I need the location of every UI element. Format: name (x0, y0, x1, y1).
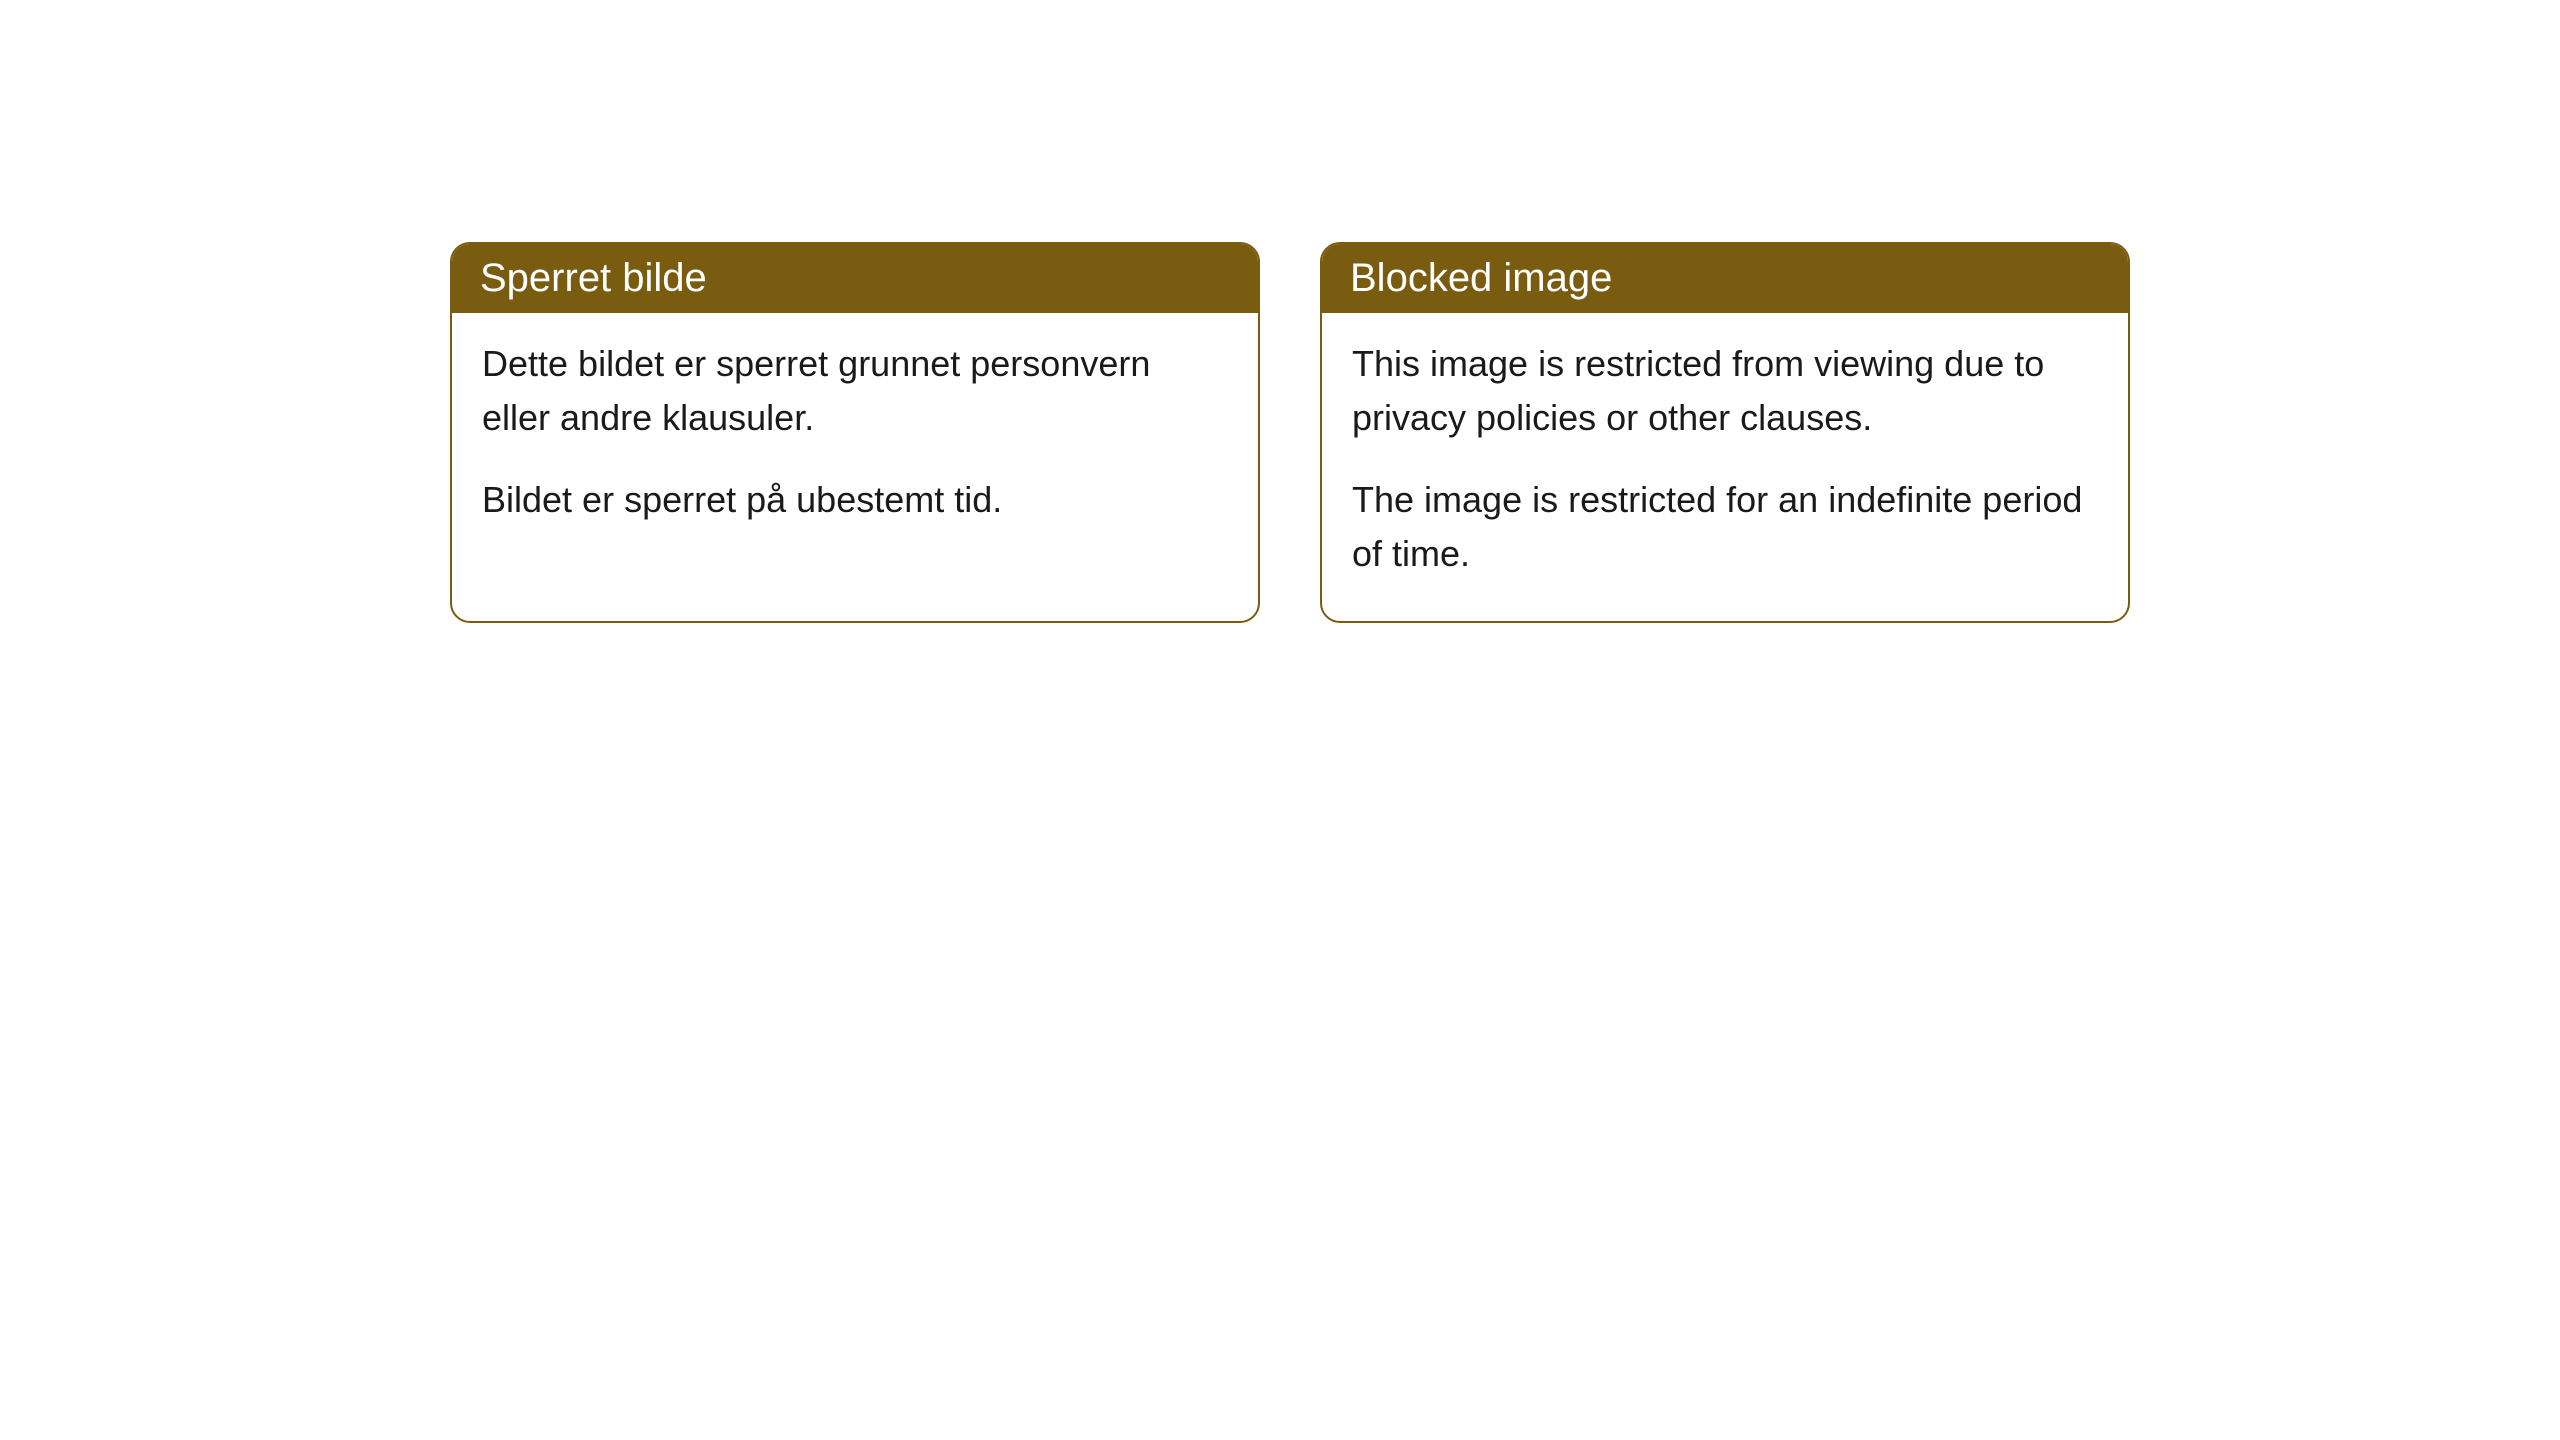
card-text-norwegian-1: Dette bildet er sperret grunnet personve… (482, 337, 1228, 445)
card-body-norwegian: Dette bildet er sperret grunnet personve… (452, 313, 1258, 567)
card-header-norwegian: Sperret bilde (452, 244, 1258, 313)
card-text-norwegian-2: Bildet er sperret på ubestemt tid. (482, 473, 1228, 527)
blocked-image-card-norwegian: Sperret bilde Dette bildet er sperret gr… (450, 242, 1260, 623)
card-title-english: Blocked image (1350, 256, 1612, 300)
card-header-english: Blocked image (1322, 244, 2128, 313)
card-title-norwegian: Sperret bilde (480, 256, 707, 300)
blocked-image-card-english: Blocked image This image is restricted f… (1320, 242, 2130, 623)
card-body-english: This image is restricted from viewing du… (1322, 313, 2128, 621)
cards-container: Sperret bilde Dette bildet er sperret gr… (450, 242, 2130, 623)
card-text-english-2: The image is restricted for an indefinit… (1352, 473, 2098, 581)
card-text-english-1: This image is restricted from viewing du… (1352, 337, 2098, 445)
